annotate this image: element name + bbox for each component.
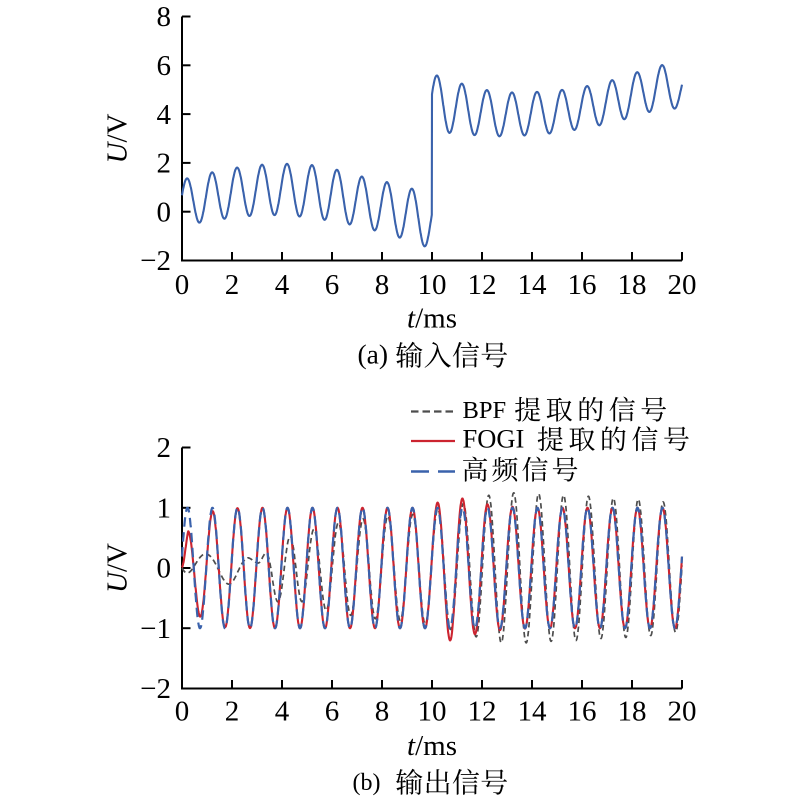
svg-text:2: 2 (225, 696, 240, 728)
svg-text:FOGI: FOGI (463, 424, 525, 454)
svg-text:10: 10 (418, 269, 447, 301)
svg-text:0: 0 (157, 553, 172, 585)
svg-text:(a): (a) (357, 339, 388, 370)
svg-text:14: 14 (518, 269, 548, 301)
svg-text:0: 0 (175, 696, 190, 728)
svg-text:18: 18 (618, 696, 647, 728)
svg-text:4: 4 (275, 696, 290, 728)
svg-text:8: 8 (157, 1, 172, 33)
svg-text:10: 10 (418, 696, 447, 728)
svg-text:20: 20 (668, 269, 697, 301)
svg-text:14: 14 (518, 696, 548, 728)
svg-text:16: 16 (568, 696, 597, 728)
svg-text:(b): (b) (353, 770, 381, 796)
svg-text:0: 0 (175, 269, 190, 301)
svg-text:20: 20 (668, 696, 697, 728)
svg-text:18: 18 (618, 269, 647, 301)
svg-text:12: 12 (468, 269, 497, 301)
svg-text:2: 2 (225, 269, 240, 301)
svg-text:1: 1 (157, 493, 172, 525)
svg-text:t/ms: t/ms (407, 730, 457, 762)
svg-text:−2: −2 (140, 673, 171, 705)
svg-text:BPF: BPF (463, 397, 507, 424)
svg-text:U/V: U/V (102, 113, 134, 163)
svg-text:16: 16 (568, 269, 597, 301)
svg-text:4: 4 (157, 99, 172, 131)
svg-text:−1: −1 (140, 613, 171, 645)
svg-text:8: 8 (375, 696, 390, 728)
svg-text:0: 0 (157, 196, 172, 228)
svg-text:12: 12 (468, 696, 497, 728)
svg-text:−2: −2 (140, 245, 171, 277)
svg-text:t/ms: t/ms (407, 303, 457, 335)
svg-text:U/V: U/V (102, 543, 134, 593)
svg-text:6: 6 (325, 696, 340, 728)
svg-text:2: 2 (157, 148, 172, 180)
svg-text:8: 8 (375, 269, 390, 301)
svg-text:6: 6 (157, 50, 172, 82)
svg-text:4: 4 (275, 269, 290, 301)
svg-text:2: 2 (157, 432, 172, 464)
svg-text:6: 6 (325, 269, 340, 301)
